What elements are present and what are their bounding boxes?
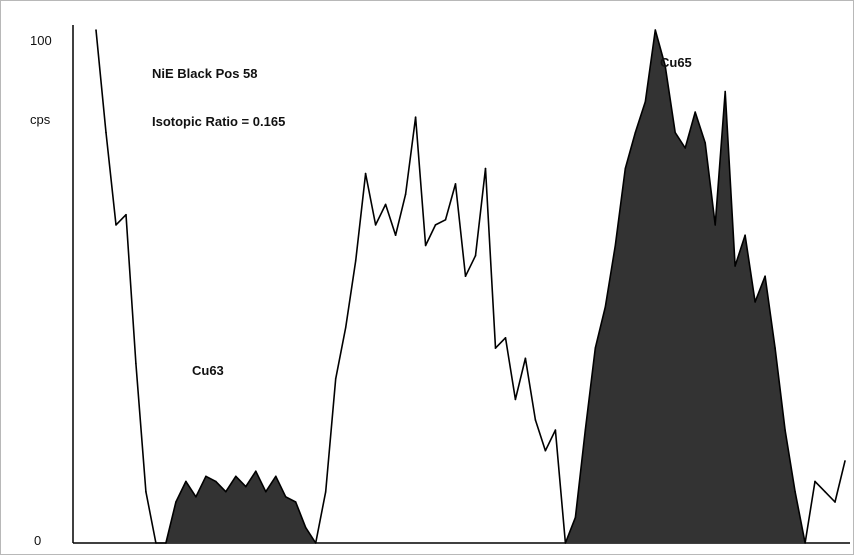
data-point [744, 234, 746, 236]
data-point [374, 224, 377, 226]
peak-label-cu63: Cu63 [192, 363, 224, 378]
data-point [704, 142, 706, 144]
data-point [544, 449, 547, 452]
data-point [414, 116, 417, 118]
data-point [185, 480, 187, 483]
data-point [784, 429, 786, 431]
y-tick-top: 100 [30, 33, 52, 48]
data-point [694, 111, 696, 113]
data-point [95, 29, 97, 31]
data-point [774, 347, 776, 349]
data-point [125, 213, 127, 216]
data-point [255, 470, 257, 473]
data-point [684, 147, 686, 149]
data-point [334, 378, 337, 380]
data-point [324, 490, 327, 493]
data-point [424, 244, 427, 247]
isotopic-ratio-annotation: Isotopic Ratio = 0.165 [152, 114, 285, 129]
data-point [205, 475, 207, 478]
data-point [614, 244, 617, 247]
data-point [165, 542, 167, 544]
data-point [524, 357, 527, 360]
data-point [225, 490, 227, 493]
peak-label-cu65: Cu65 [660, 55, 692, 70]
data-point [434, 224, 437, 226]
data-point [674, 131, 676, 134]
data-point [734, 265, 736, 267]
data-point [115, 224, 117, 226]
data-point [844, 460, 846, 462]
data-point [634, 131, 637, 134]
data-point [145, 490, 147, 493]
data-point [664, 65, 666, 67]
data-point [275, 475, 277, 478]
series-line [95, 29, 846, 544]
peak-area-cu65 [565, 30, 806, 543]
data-point [624, 167, 627, 170]
data-point [454, 183, 457, 185]
data-point [484, 167, 487, 170]
data-point [594, 347, 597, 349]
data-point [294, 501, 297, 503]
data-point [604, 306, 607, 308]
data-point [265, 490, 267, 493]
data-point [714, 224, 716, 226]
y-axis-label: cps [30, 112, 51, 127]
data-point [364, 172, 367, 175]
data-point [384, 203, 387, 206]
data-point [514, 398, 517, 401]
data-point [534, 419, 537, 421]
data-point [314, 542, 317, 544]
data-point [794, 490, 796, 493]
data-point [504, 337, 507, 339]
data-point [175, 501, 177, 503]
data-point [235, 475, 237, 478]
data-point [404, 193, 407, 195]
data-point [494, 347, 497, 349]
data-point [464, 275, 467, 278]
data-point [764, 275, 766, 278]
data-point [644, 101, 647, 103]
data-point [824, 490, 826, 493]
peak-area-cu63 [155, 471, 316, 543]
data-point [245, 485, 247, 488]
data-point [724, 90, 726, 93]
data-point [304, 526, 307, 529]
data-point [554, 429, 557, 431]
data-point [564, 542, 567, 544]
data-point [754, 301, 756, 303]
data-point [284, 496, 287, 498]
data-point [834, 501, 836, 503]
data-point [654, 29, 657, 31]
y-tick-bottom: 0 [34, 533, 41, 548]
data-point [444, 219, 447, 221]
data-point [574, 516, 577, 519]
data-point [584, 429, 587, 431]
data-point [804, 542, 806, 544]
data-point [215, 480, 217, 483]
data-point [394, 234, 397, 236]
data-point [135, 362, 137, 365]
data-point [354, 260, 357, 262]
data-point [155, 542, 157, 544]
chart-title: NiE Black Pos 58 [152, 66, 258, 81]
data-point [195, 496, 197, 498]
data-point [474, 254, 477, 257]
data-point [814, 480, 816, 483]
data-point [344, 326, 347, 329]
data-point [105, 131, 107, 134]
